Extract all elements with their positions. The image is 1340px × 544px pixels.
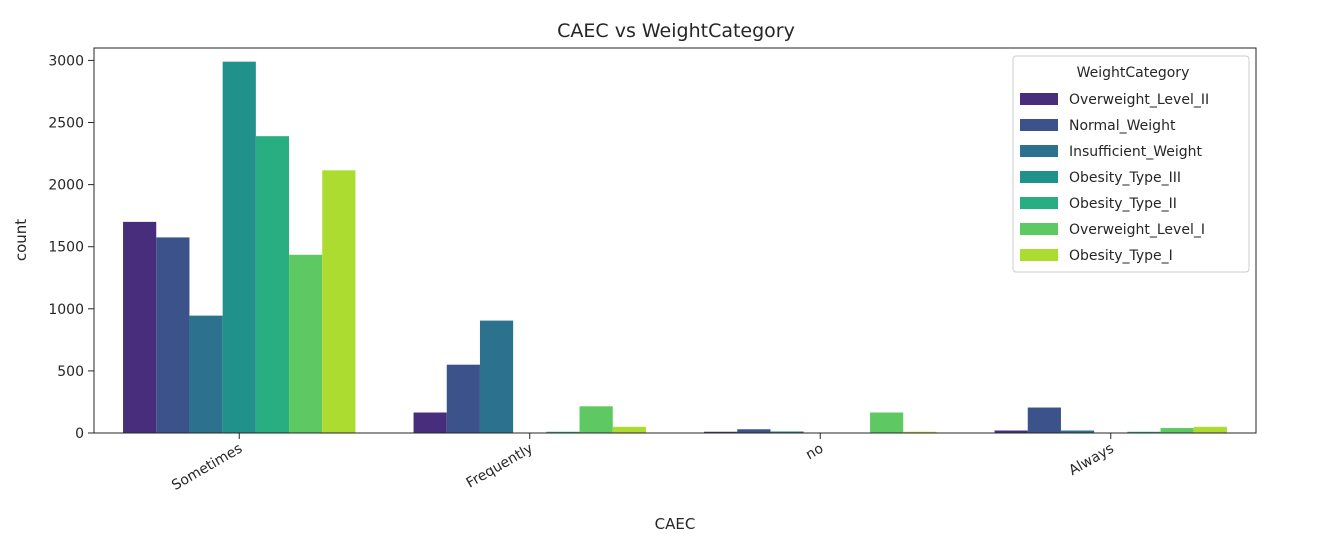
legend-box bbox=[1012, 55, 1250, 273]
legend-swatch-Insufficient_Weight bbox=[1020, 145, 1058, 157]
bar-Insufficient_Weight-Sometimes bbox=[189, 315, 223, 433]
bar-Overweight_Level_II-Sometimes bbox=[123, 221, 157, 433]
bar-Normal_Weight-no bbox=[737, 429, 771, 433]
bars-group bbox=[123, 61, 1227, 433]
bar-Insufficient_Weight-Always bbox=[1060, 430, 1095, 433]
bar-Insufficient_Weight-no bbox=[770, 431, 804, 433]
legend-entry-Normal_Weight: Normal_Weight bbox=[1069, 118, 1176, 134]
x-tick-label-Frequently: Frequently bbox=[464, 441, 536, 492]
bar-Normal_Weight-Always bbox=[1027, 407, 1061, 433]
x-tick-label-Sometimes: Sometimes bbox=[169, 441, 245, 494]
x-tick-label-no: no bbox=[803, 441, 826, 464]
y-tick-label: 1500 bbox=[48, 240, 84, 256]
legend-entry-Overweight_Level_II: Overweight_Level_II bbox=[1069, 92, 1209, 108]
bar-Overweight_Level_I-Always bbox=[1160, 428, 1194, 433]
legend-swatch-Obesity_Type_II bbox=[1020, 197, 1058, 209]
y-tick-label: 2000 bbox=[48, 178, 84, 194]
legend-entry-Insufficient_Weight: Insufficient_Weight bbox=[1069, 144, 1203, 160]
legend-entry-Overweight_Level_I: Overweight_Level_I bbox=[1069, 222, 1205, 238]
legend-entry-Obesity_Type_I: Obesity_Type_I bbox=[1069, 248, 1173, 264]
legend-swatch-Obesity_Type_III bbox=[1020, 171, 1058, 183]
y-tick-label: 500 bbox=[57, 364, 84, 380]
bar-Overweight_Level_I-Frequently bbox=[579, 406, 613, 433]
bar-Obesity_Type_I-Sometimes bbox=[322, 170, 356, 433]
x-tick-label-Always: Always bbox=[1066, 441, 1117, 479]
legend: WeightCategory Overweight_Level_II Normal_… bbox=[1012, 55, 1250, 273]
y-tick-label: 0 bbox=[75, 426, 84, 442]
legend-swatch-Normal_Weight bbox=[1020, 119, 1058, 131]
bar-Obesity_Type_I-no bbox=[903, 431, 937, 433]
legend-swatch-Overweight_Level_I bbox=[1020, 223, 1058, 235]
y-tick-label: 2500 bbox=[48, 116, 84, 132]
y-axis: 0 500 1000 1500 2000 2500 3000 bbox=[48, 53, 94, 442]
legend-title: WeightCategory bbox=[1077, 65, 1190, 81]
bar-Obesity_Type_I-Frequently bbox=[612, 426, 646, 433]
bar-Overweight_Level_II-no bbox=[704, 431, 738, 433]
y-tick-label: 1000 bbox=[48, 302, 84, 318]
bar-Obesity_Type_II-Always bbox=[1127, 431, 1161, 433]
bar-Obesity_Type_II-Frequently bbox=[546, 431, 580, 433]
legend-entry-Obesity_Type_III: Obesity_Type_III bbox=[1069, 170, 1181, 186]
legend-entry-Obesity_Type_II: Obesity_Type_II bbox=[1069, 196, 1177, 212]
bar-Obesity_Type_II-Sometimes bbox=[255, 136, 290, 433]
legend-swatch-Obesity_Type_I bbox=[1020, 249, 1058, 261]
bar-Insufficient_Weight-Frequently bbox=[479, 320, 514, 433]
bar-Overweight_Level_II-Always bbox=[994, 430, 1028, 433]
bar-Overweight_Level_I-Sometimes bbox=[289, 254, 323, 433]
bar-Normal_Weight-Sometimes bbox=[156, 237, 190, 433]
bar-Overweight_Level_I-no bbox=[870, 412, 904, 433]
chart-title: CAEC vs WeightCategory bbox=[557, 20, 795, 42]
plot-frame bbox=[93, 47, 1257, 434]
y-axis-label: count bbox=[12, 219, 30, 261]
bar-Obesity_Type_I-Always bbox=[1193, 426, 1227, 433]
legend-swatch-Overweight_Level_II bbox=[1020, 93, 1058, 105]
y-tick-label: 3000 bbox=[48, 53, 84, 69]
bar-Obesity_Type_III-Sometimes bbox=[222, 61, 256, 433]
bar-Overweight_Level_II-Frequently bbox=[413, 412, 447, 433]
x-axis-label: CAEC bbox=[655, 515, 696, 533]
x-axis: Sometimes Frequently no Always bbox=[169, 433, 1117, 494]
bar-Normal_Weight-Frequently bbox=[446, 364, 480, 433]
